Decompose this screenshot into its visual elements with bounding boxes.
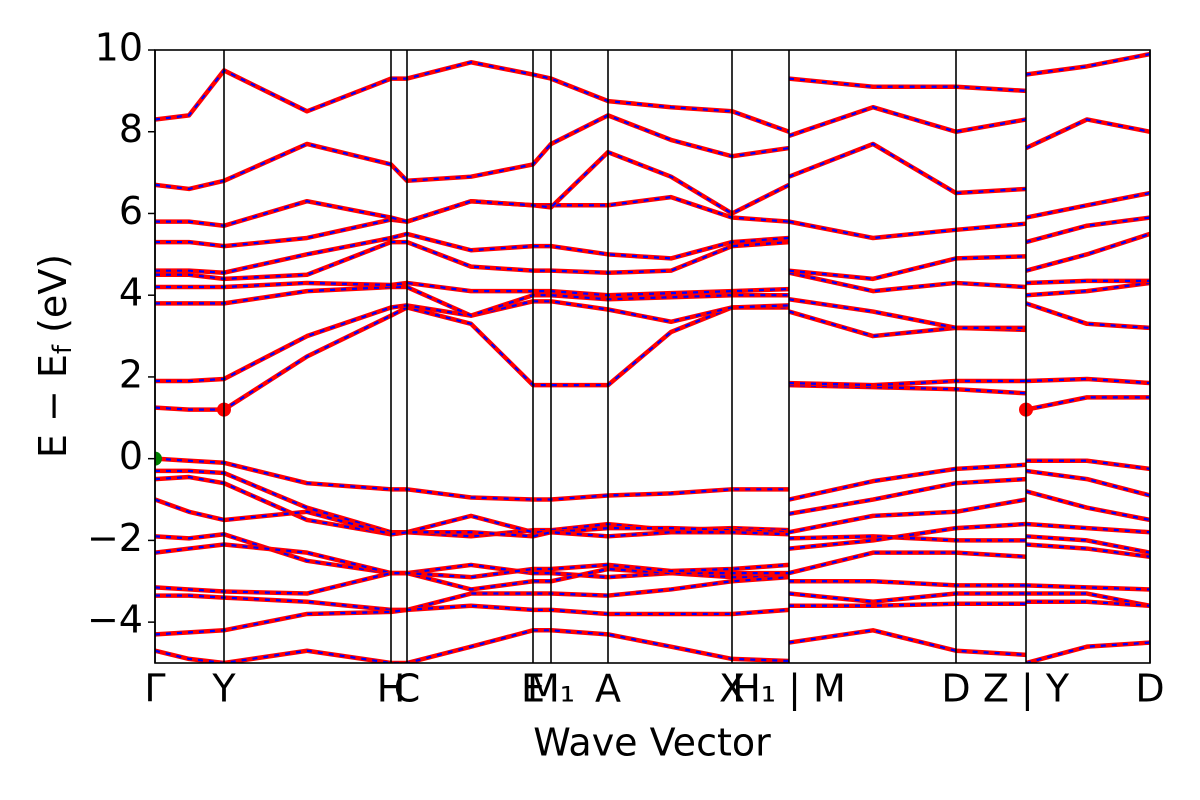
- band-line-dashed: [788, 77, 1027, 92]
- band-line-dashed: [155, 498, 790, 538]
- band-line: [155, 60, 790, 134]
- band-line: [155, 305, 789, 412]
- x-tick-label: E: [521, 667, 545, 711]
- y-axis-label-part: (eV): [31, 254, 75, 345]
- x-tick-label: Γ: [144, 667, 165, 711]
- y-tick-label: 10: [95, 26, 143, 70]
- y-tick-label: −2: [87, 516, 143, 560]
- band-line: [788, 297, 1026, 331]
- band-line-dashed: [788, 535, 1026, 542]
- band-line-dashed: [1025, 279, 1150, 285]
- y-tick-label: −4: [87, 598, 143, 642]
- band-line: [788, 219, 1027, 241]
- band-line: [1025, 301, 1150, 331]
- x-tick-label: H: [377, 667, 406, 711]
- band-line: [1025, 583, 1150, 592]
- band-line: [155, 468, 790, 539]
- x-tick-label: X: [719, 667, 745, 711]
- band-line: [788, 521, 1027, 551]
- band-line-dashed: [155, 604, 790, 636]
- y-tick-label: 4: [119, 271, 143, 315]
- y-tick-label: 2: [119, 352, 143, 396]
- y-axis-label-part: E − E: [31, 354, 75, 458]
- band-line: [788, 497, 1027, 535]
- band-line-dashed: [1026, 459, 1150, 470]
- band-line: [788, 270, 1027, 294]
- x-tick-label: Y: [211, 667, 236, 711]
- band-line: [1025, 521, 1150, 535]
- y-axis-label-sub: f: [48, 344, 78, 354]
- band-line-dashed: [1025, 377, 1150, 385]
- band-line: [1025, 278, 1150, 286]
- y-tick-label: 0: [119, 434, 143, 478]
- band-line: [1025, 215, 1150, 245]
- bands: [155, 51, 1150, 663]
- band-line-dashed: [788, 384, 1027, 395]
- band-line: [1025, 640, 1150, 663]
- x-tick-label: D: [941, 667, 970, 711]
- band-line-dashed: [1025, 522, 1150, 534]
- band-line-dashed: [1025, 118, 1150, 150]
- band-line: [1026, 458, 1150, 472]
- band-line: [788, 141, 1027, 196]
- x-tick-label: H₁ | M: [732, 667, 846, 712]
- band-line: [788, 550, 1027, 576]
- band-line: [155, 149, 791, 228]
- band-line: [788, 462, 1027, 502]
- band-line: [1025, 468, 1150, 498]
- band-line: [788, 476, 1027, 517]
- band-line: [1025, 51, 1150, 77]
- plot-frame: [154, 49, 1151, 664]
- band-line-dashed: [1026, 592, 1150, 607]
- x-tick-label: C: [394, 667, 421, 711]
- band-line-dashed: [789, 580, 1026, 587]
- band-line-dashed: [155, 240, 790, 280]
- band-line-dashed: [1025, 584, 1150, 591]
- band-line: [1025, 395, 1150, 412]
- band-line-dashed: [1025, 535, 1150, 554]
- band-line-dashed: [788, 379, 1026, 387]
- band-line-dashed: [789, 602, 1026, 607]
- x-tick-label: M₁: [527, 667, 575, 711]
- band-line-dashed: [788, 142, 1027, 195]
- band-line: [1025, 117, 1150, 151]
- band-line-dashed: [155, 469, 790, 538]
- band-line: [155, 113, 790, 192]
- band-line: [1025, 489, 1150, 523]
- band-line: [1025, 190, 1150, 220]
- x-tick-label: Z | Y: [983, 667, 1070, 712]
- x-tick-label: D: [1135, 667, 1164, 711]
- band-line-dashed: [788, 592, 1026, 603]
- band-line: [155, 194, 790, 249]
- x-axis-label: Wave Vector: [533, 721, 771, 765]
- band-edge-marker: [155, 451, 162, 466]
- band-line: [155, 603, 790, 637]
- band-line: [1025, 231, 1150, 273]
- y-tick-label: 6: [119, 189, 143, 233]
- y-tick-label: 8: [119, 107, 143, 151]
- band-line-dashed: [1026, 600, 1150, 607]
- band-line-dashed: [1025, 281, 1150, 297]
- band-line-dashed: [155, 629, 790, 663]
- band-line-dashed: [788, 478, 1027, 515]
- band-line: [788, 104, 1027, 138]
- band-line: [1025, 376, 1150, 386]
- y-axis-label: E − Ef (eV): [31, 254, 78, 458]
- band-line: [788, 254, 1027, 282]
- band-line: [1025, 280, 1150, 298]
- band-line-dashed: [788, 106, 1027, 137]
- x-tick-label: A: [595, 667, 621, 711]
- band-line: [788, 628, 1027, 658]
- band-line-dashed: [1025, 543, 1150, 558]
- band-line-dashed: [155, 61, 790, 133]
